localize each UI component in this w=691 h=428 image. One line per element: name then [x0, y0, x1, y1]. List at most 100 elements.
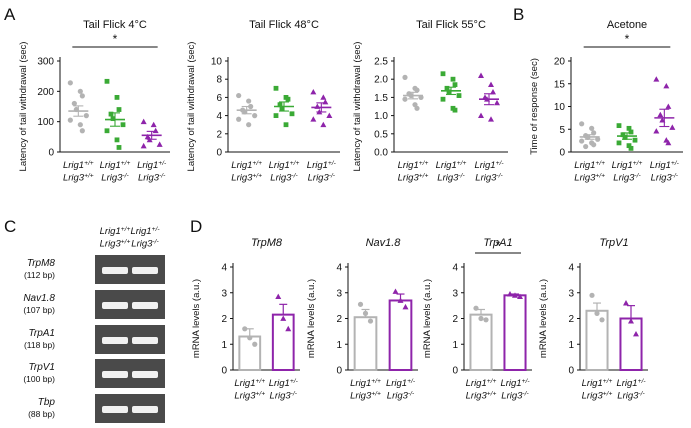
data-point — [108, 111, 114, 117]
x-label-2-line2: Lrig3-/- — [475, 172, 503, 184]
gel-band — [132, 371, 158, 378]
data-point — [663, 83, 670, 89]
data-point — [450, 76, 456, 82]
x-label-1-line1: Lrig1+/- — [500, 378, 530, 390]
data-point — [71, 100, 77, 107]
x-label-1-line2: Lrig3-/- — [270, 390, 298, 402]
y-tick-label: 10 — [554, 102, 566, 113]
x-label-2-line1: Lrig1+/- — [474, 160, 504, 172]
data-point — [397, 297, 404, 303]
gel-column-0-line2: Lrig3+/+ — [100, 238, 131, 250]
data-point — [277, 102, 283, 108]
data-point — [452, 82, 458, 88]
data-point — [77, 122, 83, 128]
x-label-1-line1: Lrig1+/+ — [612, 160, 643, 172]
data-point — [116, 107, 122, 112]
x-label-0-line2: Lrig3+/+ — [574, 172, 605, 184]
x-label-0-line1: Lrig1+/+ — [466, 378, 497, 390]
data-point — [657, 111, 664, 118]
y-tick-label: 1 — [452, 340, 458, 351]
y-tick-label: 1 — [221, 340, 227, 351]
x-label-0-line2: Lrig3+/+ — [466, 390, 497, 402]
gel-band — [132, 337, 158, 344]
data-point — [478, 315, 484, 322]
chart-title: TrpM8 — [251, 237, 283, 249]
data-point — [79, 93, 85, 99]
data-point — [320, 94, 327, 100]
data-point — [246, 98, 252, 104]
data-point — [579, 138, 585, 144]
x-label-0-line2: Lrig3+/+ — [398, 172, 429, 184]
data-point — [595, 136, 601, 142]
x-label-1-line1: Lrig1+/+ — [269, 160, 300, 172]
data-point — [320, 121, 327, 128]
gel-band — [132, 406, 158, 413]
data-point — [622, 135, 628, 140]
y-tick-label: 2 — [336, 314, 342, 325]
gel-band — [102, 371, 128, 378]
y-axis-label: Latency of tail withdrawal (sec) — [18, 42, 29, 172]
data-point — [623, 300, 629, 306]
data-point — [83, 113, 89, 119]
data-point — [402, 96, 408, 102]
data-point — [507, 291, 513, 297]
data-point — [114, 137, 120, 143]
charts-layer: Tail Flick 4°C 0 100 2 0 0 300 Latency of tail … — [18, 19, 683, 402]
data-point — [494, 99, 500, 106]
data-point — [444, 85, 450, 91]
data-point — [452, 107, 458, 113]
data-point — [279, 105, 285, 111]
data-point — [357, 301, 364, 307]
y-axis-label: Latency of tail withdrawal (sec) — [352, 42, 363, 172]
chart-title: Nav1.8 — [366, 237, 402, 249]
x-label-0-line1: Lrig1+/+ — [582, 378, 613, 390]
gel-gene-label: Nav1.8 — [23, 293, 55, 304]
y-tick-label: 0 — [221, 366, 227, 377]
y-tick-label: 100 — [37, 117, 54, 128]
chart-title: Tail Flick 4°C — [83, 19, 147, 31]
gel-gene-label: TrpA1 — [29, 328, 56, 339]
chart-title: TrpA1 — [483, 237, 512, 249]
x-label-1-line1: Lrig1+/- — [616, 378, 646, 390]
data-point — [326, 112, 333, 118]
gel-size-label: (100 bp) — [23, 374, 55, 384]
significance-marker: * — [113, 32, 118, 46]
data-point — [236, 92, 242, 99]
y-tick-label: 2 — [216, 129, 222, 140]
chart-title: Tail Flick 55°C — [416, 19, 486, 31]
data-point — [665, 103, 672, 109]
data-point — [285, 325, 292, 332]
y-axis-label: mRNA levels (a.u.) — [191, 279, 202, 358]
y-tick-label: 0 — [336, 366, 342, 377]
data-point — [152, 127, 159, 134]
gel-band — [102, 267, 128, 274]
y-tick-label: 0.5 — [374, 129, 388, 140]
gel-size-label: (112 bp) — [24, 270, 55, 280]
chart-3: Acetone 0 5 10 15 20 Time of response (sec) Lri… — [529, 19, 683, 184]
data-point — [79, 128, 85, 134]
chart-title: Acetone — [607, 19, 647, 31]
data-point — [414, 105, 420, 111]
gel-panel: Lrig1+/+Lrig3+/+Lrig1+/-Lrig3-/-TrpM8(11… — [23, 226, 165, 423]
gel-column-1-line2: Lrig3-/- — [131, 238, 159, 250]
data-point — [273, 113, 279, 118]
data-point — [247, 335, 253, 341]
bar-0 — [238, 335, 262, 371]
y-tick-label: 15 — [554, 79, 566, 90]
y-tick-label: 4 — [336, 263, 342, 274]
data-point — [246, 122, 252, 128]
y-tick-label: 1 — [568, 340, 574, 351]
data-point — [517, 293, 523, 300]
y-tick-label: 10 — [211, 57, 223, 68]
data-point — [362, 310, 369, 316]
panel-letter-d: D — [190, 217, 202, 236]
data-point — [275, 293, 282, 300]
bar-0 — [353, 316, 378, 371]
x-label-1-line2: Lrig3-/- — [613, 172, 641, 184]
y-tick-label: 0 — [559, 148, 565, 159]
chart-1: Tail Flick 48°C 0 2 4 6 8 10 Latency of tail wi… — [186, 19, 340, 184]
data-point — [402, 74, 408, 80]
y-tick-label: 300 — [37, 57, 54, 68]
gel-size-label: (107 bp) — [23, 305, 55, 315]
